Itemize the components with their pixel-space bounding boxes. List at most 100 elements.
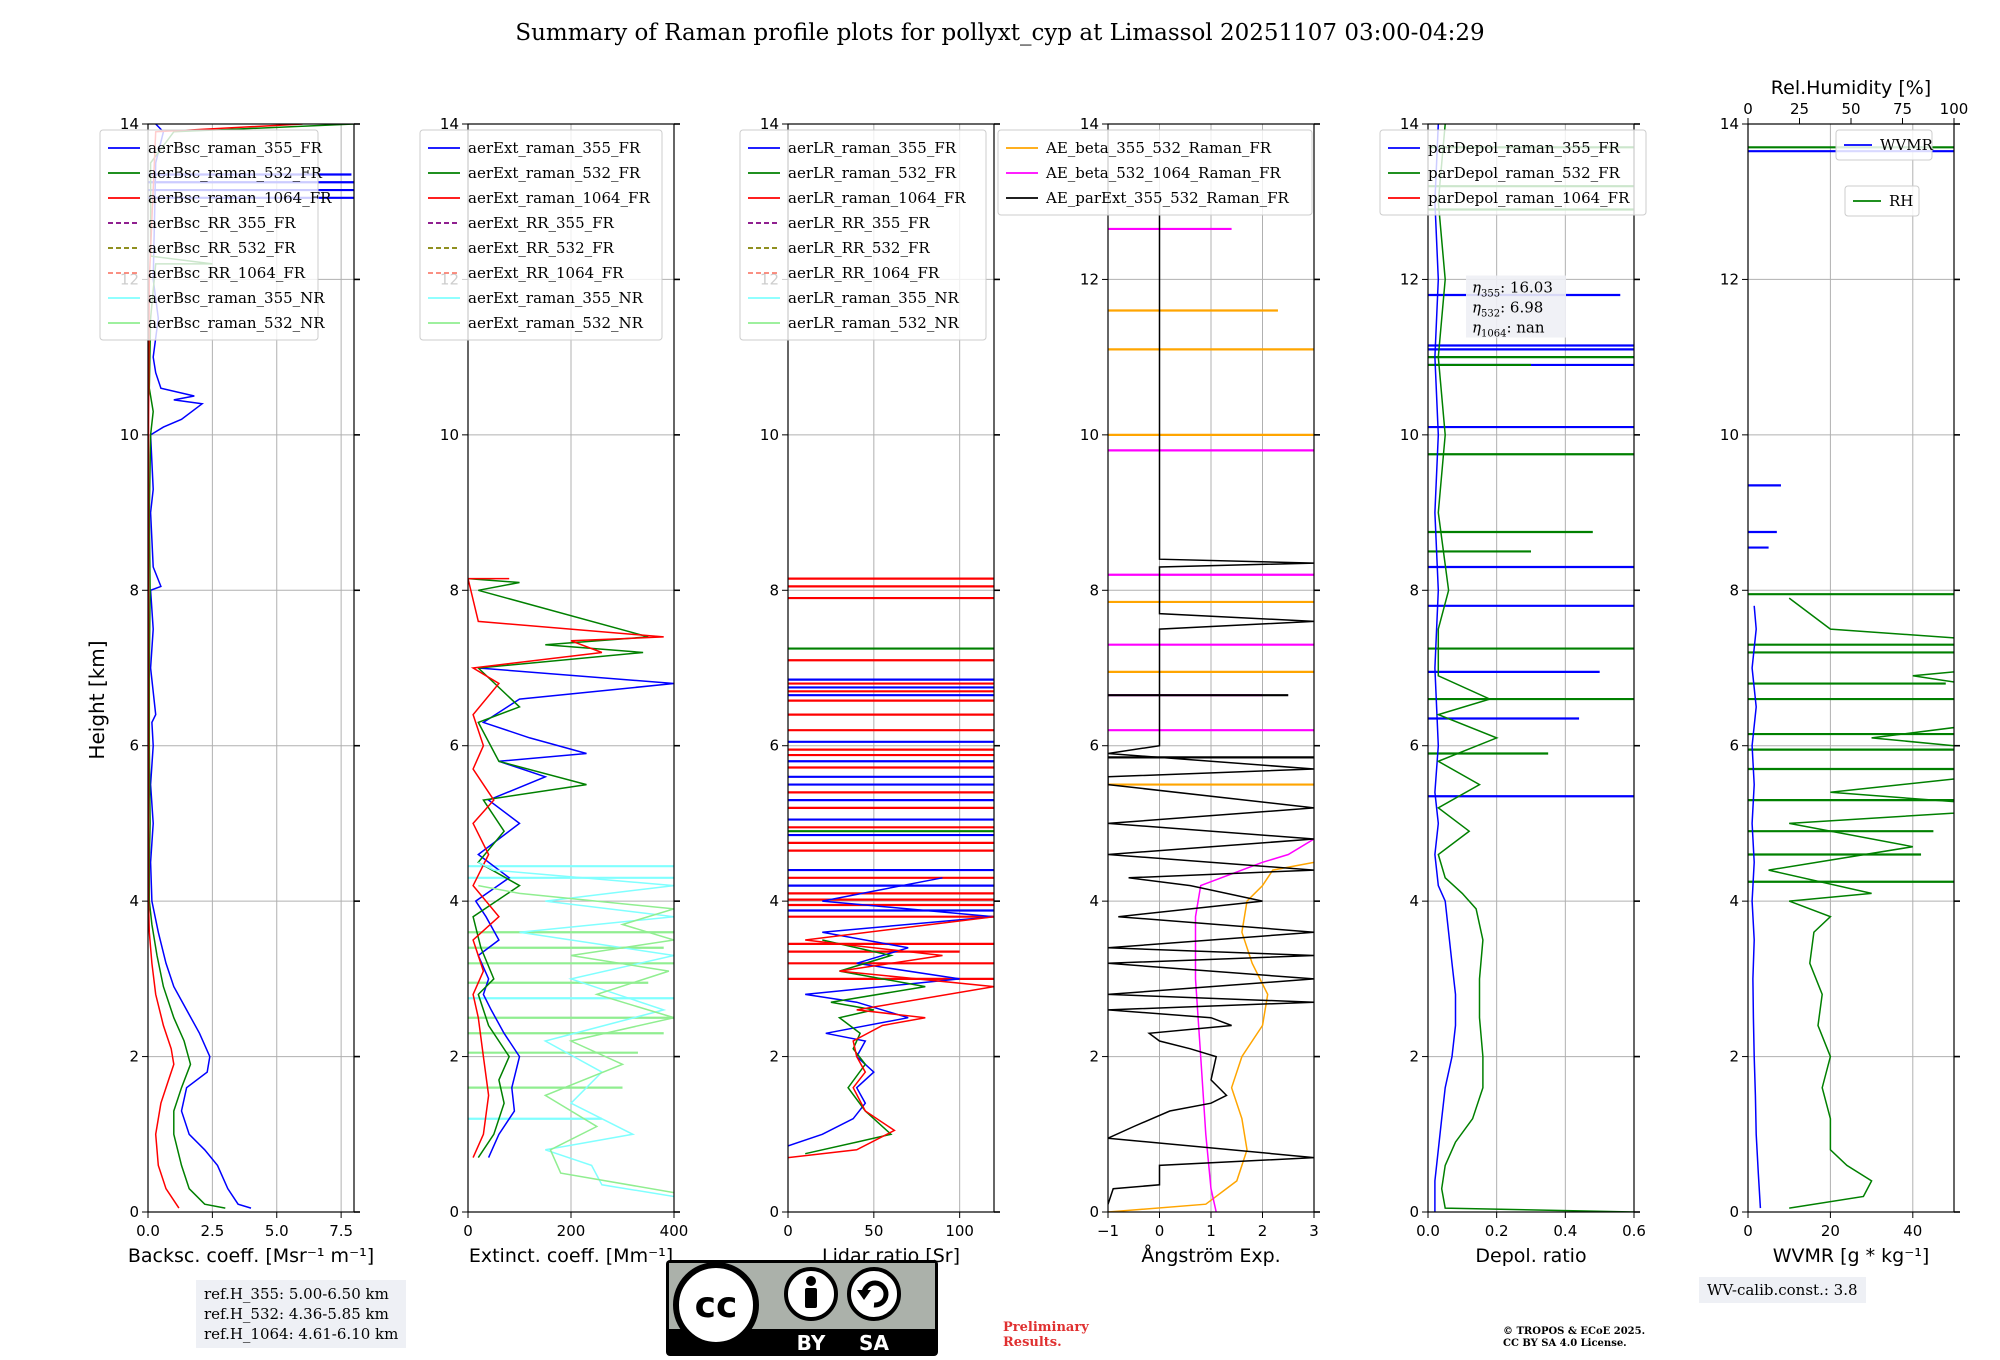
y-tick-label: 8 — [1729, 581, 1739, 599]
y-tick-label: 2 — [769, 1048, 779, 1066]
legend-label: aerLR_raman_355_FR — [788, 139, 957, 157]
legend-label: aerBsc_raman_532_FR — [148, 164, 323, 182]
y-tick-label: 4 — [1089, 892, 1099, 910]
legend-label: aerLR_raman_532_NR — [788, 314, 959, 332]
copyright-note: © TROPOS & ECoE 2025. CC BY SA 4.0 Licen… — [1503, 1326, 1703, 1350]
ref-height-532: ref.H_532: 4.36-5.85 km — [204, 1305, 389, 1323]
top-x-tick-label: 100 — [1940, 100, 1969, 118]
legend-label: AE_parExt_355_532_Raman_FR — [1045, 189, 1290, 207]
y-axis-label: Height [km] — [85, 640, 109, 759]
y-tick-label: 8 — [769, 581, 779, 599]
y-tick-label: 10 — [1400, 426, 1419, 444]
legend-label: aerExt_RR_1064_FR — [468, 264, 624, 282]
cc-circle-icon — [673, 1262, 759, 1348]
legend-label: aerLR_RR_532_FR — [788, 239, 930, 257]
legend-RH: RH — [1844, 185, 1920, 217]
x-tick-label: 40 — [1903, 1222, 1922, 1240]
axes-frame — [147, 123, 355, 1213]
axes-frame — [1747, 123, 1955, 1213]
legend-label: aerLR_RR_1064_FR — [788, 264, 940, 282]
legend-label: aerBsc_raman_355_NR — [148, 289, 325, 307]
legend-label: parDepol_raman_1064_FR — [1428, 189, 1630, 207]
x-axis-label: WVMR [g * kg⁻¹] — [1773, 1245, 1930, 1267]
legend-label: aerBsc_raman_355_FR — [148, 139, 323, 157]
y-tick-label: 8 — [449, 581, 459, 599]
y-tick-label: 10 — [1080, 426, 1099, 444]
x-tick-label: 0.0 — [1416, 1222, 1440, 1240]
x-tick-label: 50 — [864, 1222, 883, 1240]
y-tick-label: 0 — [769, 1203, 779, 1221]
legend-label: aerExt_RR_355_FR — [468, 214, 615, 232]
legend-box — [99, 129, 319, 341]
plot-area-lr — [788, 577, 994, 1159]
legend-box — [419, 129, 663, 341]
by-label: BY — [797, 1331, 826, 1355]
y-tick-label: 6 — [1409, 737, 1419, 755]
legend-label: aerExt_raman_1064_FR — [468, 189, 650, 207]
legend-lr: aerLR_raman_355_FR aerLR_raman_532_FR aerL… — [739, 129, 987, 341]
legend-label: aerLR_raman_355_NR — [788, 289, 959, 307]
legend-label: aerExt_raman_532_FR — [468, 164, 641, 182]
series-line-aerExt_raman_355_FR — [474, 667, 674, 1158]
ref-height-1064: ref.H_1064: 4.61-6.10 km — [204, 1325, 399, 1343]
legend-label: aerBsc_raman_1064_FR — [148, 189, 332, 207]
series-line-aerLR_raman_355_FR — [788, 877, 994, 1147]
y-tick-label: 8 — [1089, 581, 1099, 599]
x-tick-label: 0 — [463, 1222, 473, 1240]
sa-label: SA — [859, 1331, 889, 1355]
legend-label: AE_beta_355_532_Raman_FR — [1045, 139, 1272, 157]
x-axis-label: Depol. ratio — [1475, 1245, 1586, 1267]
series-line-RH — [1768, 597, 1954, 1209]
y-tick-label: 14 — [440, 115, 459, 133]
x-tick-label: 0.2 — [1485, 1222, 1509, 1240]
series-line-AE_beta_532_1064_Raman_FR — [1194, 838, 1314, 1212]
cc-by-sa-license-badge: cc BY SA — [666, 1260, 938, 1356]
y-tick-label: 10 — [440, 426, 459, 444]
y-tick-label: 2 — [449, 1048, 459, 1066]
x-tick-label: 3 — [1309, 1222, 1319, 1240]
y-tick-label: 2 — [1409, 1048, 1419, 1066]
legend-label: aerBsc_RR_1064_FR — [148, 264, 306, 282]
plot-area-wv — [1748, 146, 1954, 1209]
y-tick-label: 6 — [1729, 737, 1739, 755]
y-tick-label: 14 — [1400, 115, 1419, 133]
x-tick-label: 2 — [1258, 1222, 1268, 1240]
y-tick-label: 4 — [769, 892, 779, 910]
y-tick-label: 6 — [769, 737, 779, 755]
series-line-aerBsc_raman_355_FR — [149, 124, 252, 1209]
x-tick-label: 0 — [1155, 1222, 1165, 1240]
y-tick-label: 8 — [1409, 581, 1419, 599]
legend-label: aerExt_raman_355_FR — [468, 139, 641, 157]
x-tick-label: 0 — [783, 1222, 793, 1240]
y-tick-label: 12 — [1080, 270, 1099, 288]
x-tick-label: 20 — [1821, 1222, 1840, 1240]
copyright-line-2: CC BY SA 4.0 License. — [1503, 1338, 1627, 1349]
legend-label: aerExt_raman_532_NR — [468, 314, 644, 332]
share-alike-icon — [847, 1267, 901, 1321]
legend-ext: aerExt_raman_355_FR aerExt_raman_532_FRae… — [419, 129, 663, 341]
x-tick-label: 200 — [557, 1222, 586, 1240]
y-tick-label: 6 — [1089, 737, 1099, 755]
axes-frame — [1427, 123, 1635, 1213]
x-tick-label: 5.0 — [265, 1222, 289, 1240]
x-tick-label: 0.0 — [136, 1222, 160, 1240]
y-tick-label: 10 — [760, 426, 779, 444]
y-tick-label: 4 — [129, 892, 139, 910]
series-line-aerExt_raman_355_NR — [477, 861, 674, 1198]
x-tick-label: 0 — [1743, 1222, 1753, 1240]
series-line-aerExt_raman_532_FR — [468, 577, 649, 1159]
x-tick-label: 0.6 — [1622, 1222, 1646, 1240]
plot-area-ae — [1108, 201, 1314, 1212]
series-line-aerExt_raman_1064_FR — [468, 577, 664, 1158]
series-line-parDepol_raman_355_FR — [1434, 124, 1457, 1212]
y-tick-label: 0 — [129, 1203, 139, 1221]
series-line-aerLR_raman_532_FR — [805, 939, 926, 1155]
legend-WVMR: WVMR — [1835, 129, 1934, 161]
top-x-tick-label: 25 — [1790, 100, 1809, 118]
legend-box — [1844, 185, 1920, 217]
legend-depol: parDepol_raman_355_FR parDepol_raman_532_… — [1379, 129, 1647, 216]
legend-label: parDepol_raman_532_FR — [1428, 164, 1621, 182]
x-tick-label: 400 — [660, 1222, 689, 1240]
